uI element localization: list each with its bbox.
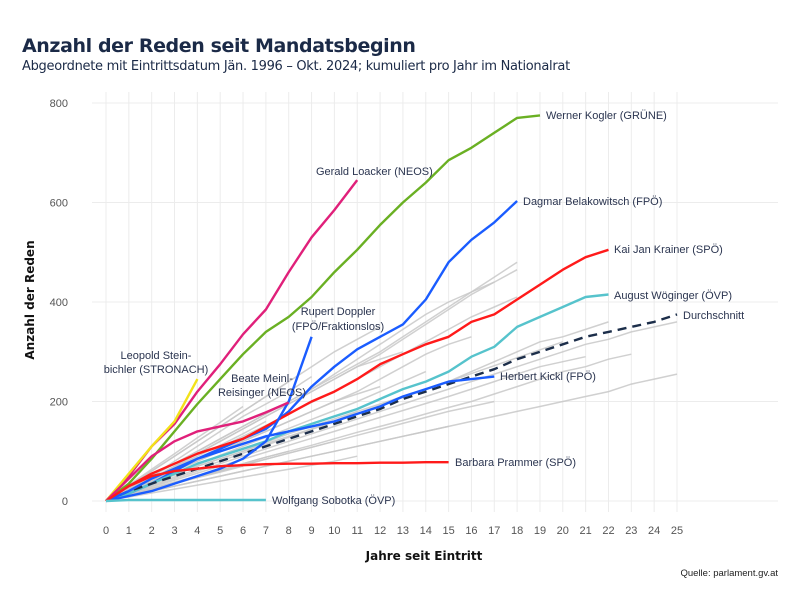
label-krainer: Kai Jan Krainer (SPÖ) xyxy=(614,244,723,256)
series-line-august-wöginger-övp xyxy=(105,293,609,503)
x-tick-label: 8 xyxy=(286,525,292,537)
label-sobotka: Wolfgang Sobotka (ÖVP) xyxy=(272,495,395,507)
x-tick-label: 16 xyxy=(465,525,477,537)
label-durchschnitt: Durchschnitt xyxy=(683,310,744,322)
label-meinl-line1: Beate Meinl- xyxy=(231,373,293,385)
x-tick-label: 5 xyxy=(217,525,223,537)
label-steinbichler-line2: bichler (STRONACH) xyxy=(104,364,209,376)
label-steinbichler-line1: Leopold Stein- xyxy=(121,350,192,362)
x-tick-label: 10 xyxy=(328,525,340,537)
x-tick-label: 4 xyxy=(194,525,200,537)
x-tick-label: 25 xyxy=(671,525,683,537)
label-loacker: Gerald Loacker (NEOS) xyxy=(316,166,433,178)
chart-subtitle: Abgeordnete mit Eintrittsdatum Jän. 1996… xyxy=(22,59,570,74)
x-tick-label: 20 xyxy=(557,525,569,537)
x-tick-label: 3 xyxy=(171,525,177,537)
label-kogler: Werner Kogler (GRÜNE) xyxy=(546,110,667,122)
series-line-rupert-doppler-fpö-fraktionslos xyxy=(105,336,313,503)
x-tick-label: 24 xyxy=(648,525,660,537)
x-tick-label: 11 xyxy=(352,525,363,537)
y-axis-ticks: 0 200 400 600 800 xyxy=(50,98,68,508)
y-tick-label: 0 xyxy=(62,496,68,508)
label-prammer: Barbara Prammer (SPÖ) xyxy=(455,457,576,469)
label-doppler-line2: (FPÖ/Fraktionslos) xyxy=(292,321,384,333)
x-tick-label: 15 xyxy=(442,525,454,537)
y-axis-title: Anzahl der Reden xyxy=(23,240,37,359)
series-line-durchschnitt xyxy=(105,313,678,503)
x-tick-label: 6 xyxy=(240,525,246,537)
x-axis-ticks: 0 1 2 3 4 5 6 7 8 9 10 11 12 13 14 15 16 17 18 19 20 21 22 23 24… xyxy=(103,525,683,537)
direct-labels: Werner Kogler (GRÜNE) Gerald Loacker (NE… xyxy=(104,110,744,507)
series-line-herbert-kickl-fpö xyxy=(105,375,495,503)
x-tick-label: 0 xyxy=(103,525,109,537)
y-tick-label: 200 xyxy=(50,397,68,409)
series-line-kai-jan-krainer-spö xyxy=(105,248,609,503)
x-tick-label: 2 xyxy=(149,525,155,537)
highlighted-lines xyxy=(105,114,678,503)
label-belakowitsch: Dagmar Belakowitsch (FPÖ) xyxy=(523,196,662,208)
label-kickl: Herbert Kickl (FPÖ) xyxy=(500,371,596,383)
x-tick-label: 17 xyxy=(488,525,500,537)
x-axis-title: Jahre seit Eintritt xyxy=(365,549,483,563)
label-doppler-line1: Rupert Doppler xyxy=(301,306,376,318)
series-line-barbara-prammer-spö xyxy=(105,461,449,503)
x-tick-label: 22 xyxy=(602,525,614,537)
y-tick-label: 600 xyxy=(50,198,68,210)
other-member-line xyxy=(105,321,678,502)
x-tick-label: 9 xyxy=(308,525,314,537)
y-tick-label: 800 xyxy=(50,98,68,110)
series-line-wolfgang-sobotka-övp xyxy=(105,498,266,503)
grid xyxy=(92,92,778,512)
x-tick-label: 1 xyxy=(126,525,132,537)
x-tick-label: 18 xyxy=(511,525,523,537)
x-tick-label: 23 xyxy=(625,525,637,537)
chart-title: Anzahl der Reden seit Mandatsbeginn xyxy=(22,35,416,57)
x-tick-label: 14 xyxy=(420,525,432,537)
other-member-line xyxy=(105,355,586,502)
x-tick-label: 21 xyxy=(580,525,592,537)
series-line-werner-kogler-grüne xyxy=(105,114,541,502)
series-line-beate-meinl-reisinger-neos xyxy=(105,401,290,502)
x-tick-label: 7 xyxy=(263,525,269,537)
y-tick-label: 400 xyxy=(50,297,68,309)
source-note: Quelle: parlament.gv.at xyxy=(680,568,778,579)
x-tick-label: 13 xyxy=(397,525,409,537)
x-tick-label: 12 xyxy=(374,525,386,537)
label-meinl-line2: Reisinger (NEOS) xyxy=(218,387,306,399)
series-line-leopold-steinbichler-stronach xyxy=(105,378,199,502)
label-woeginger: August Wöginger (ÖVP) xyxy=(614,290,732,302)
x-tick-label: 19 xyxy=(534,525,546,537)
